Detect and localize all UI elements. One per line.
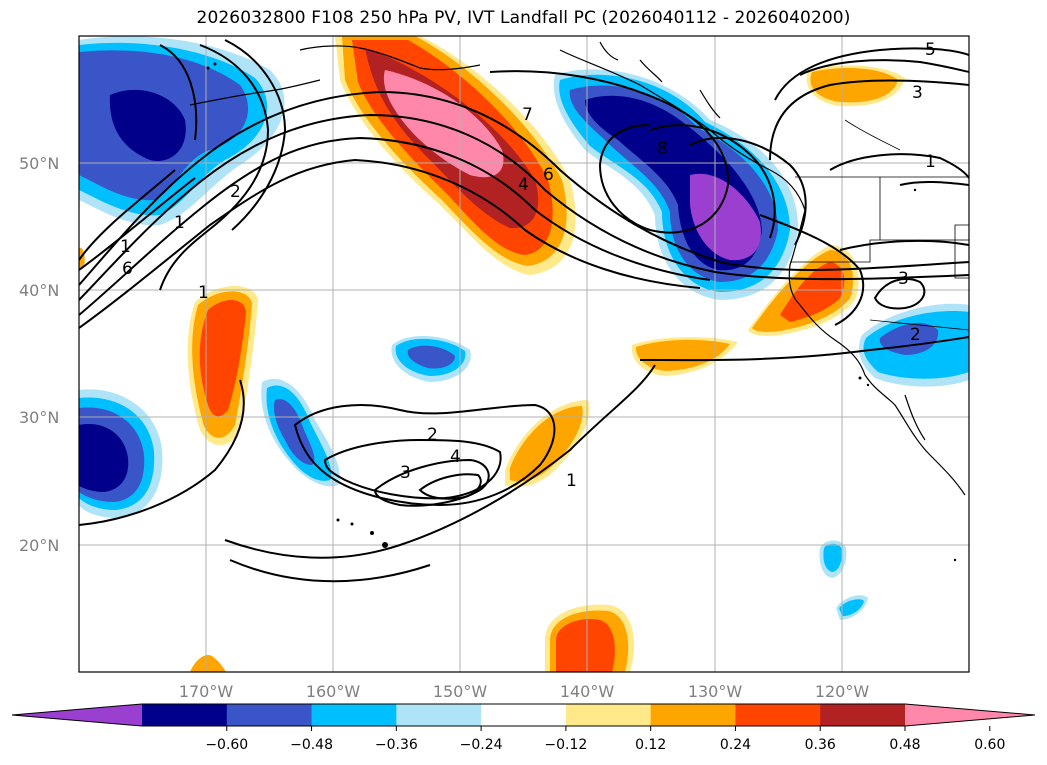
positive-anomaly-subtropical [505, 400, 590, 487]
colorbar-segment [650, 704, 736, 726]
latitude-labels: 50°N 40°N 30°N 20°N [19, 154, 59, 555]
lon-label: 160°W [306, 682, 361, 701]
coastlines [189, 41, 966, 496]
lat-label: 40°N [19, 281, 59, 300]
lon-label: 150°W [433, 682, 488, 701]
lon-label: 140°W [560, 682, 615, 701]
colorbar: −0.60 −0.48 −0.36 −0.24 −0.12 0.12 0.24 0.36 0.4… [11, 703, 1036, 753]
colorbar-tick-label: 0.24 [720, 737, 751, 753]
lon-label: 170°W [179, 682, 234, 701]
lat-label: 20°N [19, 536, 59, 555]
colorbar-tick-label: −0.36 [375, 737, 418, 753]
contour-label: 4 [518, 175, 529, 195]
contour-label: 6 [122, 259, 133, 279]
positive-anomaly-east-central [631, 337, 738, 376]
contour-label: 7 [522, 105, 533, 125]
lat-label: 30°N [19, 408, 59, 427]
colorbar-segment [481, 704, 567, 726]
map-frame [78, 35, 970, 673]
contour-label: 3 [912, 83, 923, 103]
positive-anomaly-west [187, 286, 258, 445]
contour-label: 4 [450, 447, 461, 467]
colorbar-tick-label: 0.60 [974, 737, 1005, 753]
colorbar-segment [820, 704, 906, 726]
contour-label: 6 [543, 165, 554, 185]
contour-label: 2 [230, 182, 241, 202]
colorbar-tick-label: 0.48 [889, 737, 920, 753]
colorbar-segment [735, 704, 821, 726]
lon-label: 130°W [688, 682, 743, 701]
map-title: 2026032800 F108 250 hPa PV, IVT Landfall… [196, 8, 851, 28]
lon-label: 120°W [815, 682, 870, 701]
islands [206, 62, 957, 562]
contour-label: 2 [910, 325, 921, 345]
contour-label: 1 [174, 213, 185, 233]
contour-label: 2 [427, 425, 438, 445]
negative-anomaly-central [391, 335, 471, 382]
negative-anomaly-small-south [819, 540, 868, 620]
map-plot-area: 5 3 1 8 7 6 4 2 1 6 1 3 2 4 3 2 1 1 [79, 36, 969, 672]
positive-anomaly-bottom-west [190, 654, 226, 672]
contour-label: 5 [925, 40, 936, 60]
positive-anomaly-northeast [806, 65, 905, 107]
colorbar-segment [565, 704, 652, 726]
colorbar-segment [396, 704, 482, 726]
colorbar-segment [311, 704, 397, 726]
lat-label: 50°N [19, 154, 59, 173]
contour-label: 1 [925, 152, 936, 172]
colorbar-tick-label: −0.12 [544, 737, 587, 753]
colorbar-extend-low [12, 704, 142, 726]
contour-label: 3 [400, 463, 411, 483]
negative-anomaly-pacific-northwest [553, 69, 799, 300]
colorbar-tick-label: 0.12 [635, 737, 666, 753]
colorbar-segment [142, 704, 228, 726]
contour-label: 8 [657, 139, 668, 159]
negative-anomaly-southwest [79, 389, 163, 518]
colorbar-segment [226, 704, 313, 726]
colorbar-tick-label: −0.48 [290, 737, 333, 753]
contour-label: 1 [566, 471, 577, 491]
colorbar-tick-label: −0.60 [205, 737, 248, 753]
positive-anomaly-south [545, 604, 634, 672]
contour-label: 1 [120, 237, 131, 257]
ivt-contours [79, 39, 969, 583]
contour-labels: 5 3 1 8 7 6 4 2 1 6 1 3 2 4 3 2 1 1 [120, 40, 936, 491]
colorbar-extend-high [905, 704, 1035, 726]
contour-label: 1 [198, 283, 209, 303]
colorbar-tick-label: −0.24 [460, 737, 503, 753]
colorbar-tick-label: 0.36 [805, 737, 836, 753]
contour-label: 3 [898, 269, 909, 289]
longitude-labels: 170°W 160°W 150°W 140°W 130°W 120°W [179, 682, 870, 701]
